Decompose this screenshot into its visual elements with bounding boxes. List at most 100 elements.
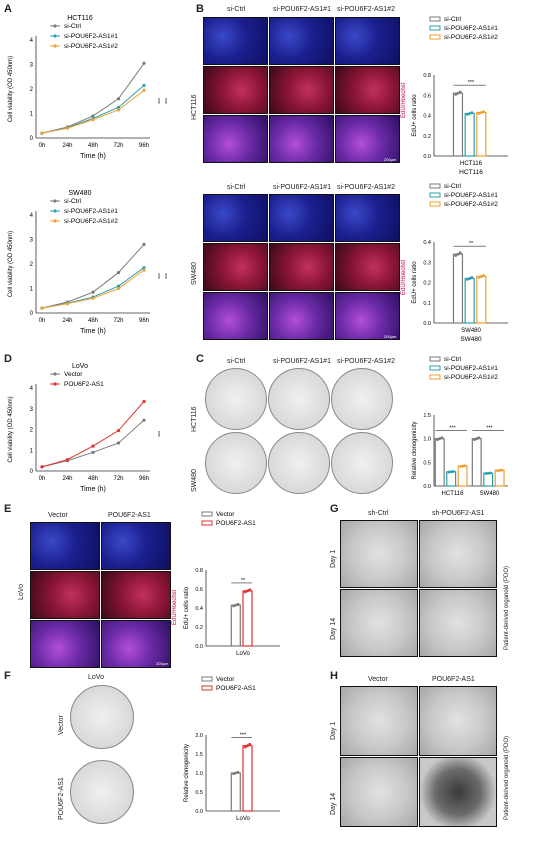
bar-chart-clonogenicity-si: si-Ctrl si-POU6F2-AS1#1 si-POU6F2-AS1#2 0.0…	[412, 356, 508, 497]
bar	[476, 275, 487, 324]
edu-image	[335, 292, 400, 340]
organoid-image	[340, 757, 418, 827]
bar-dot	[477, 111, 481, 115]
panel-label-e: E	[4, 503, 12, 515]
edu-image	[335, 115, 400, 163]
edu-image	[335, 243, 400, 291]
data-point	[116, 284, 121, 288]
legend-swatch	[429, 34, 441, 40]
y-tick-label: 0	[30, 136, 34, 142]
edu-image	[101, 571, 171, 619]
legend-swatch	[429, 356, 441, 362]
chart-title: LoVo	[72, 363, 88, 370]
y-axis-label: Relative clonogenicity	[184, 744, 190, 802]
panel-label-a: A	[4, 3, 12, 15]
series-line	[41, 84, 145, 134]
bar-dot	[479, 275, 483, 278]
h-row-day1: Day 1	[330, 721, 337, 740]
scale-bar-label-3: 200µm	[156, 661, 169, 666]
data-point	[142, 418, 146, 422]
significance-label: ***	[154, 273, 160, 279]
x-tick-label: 24h	[62, 476, 72, 482]
legend-marker	[53, 219, 57, 223]
bar-dot	[484, 472, 488, 475]
x-tick-label: 24h	[62, 143, 72, 149]
g-col-sh-ctrl: sh-Ctrl	[368, 510, 389, 517]
y-tick-label: 3	[30, 238, 34, 244]
bar-dot	[246, 744, 249, 748]
legend-swatch	[201, 685, 213, 691]
bar-dot	[454, 254, 458, 257]
legend-swatch	[429, 365, 441, 371]
y-tick-label: 3	[30, 63, 34, 69]
y-tick-label: 0.3	[423, 260, 431, 266]
g-pdo-label: Patient-derived organoid (PDO)	[504, 565, 510, 650]
h-col-pou: POU6F2-AS1	[432, 676, 475, 683]
bar-dot	[234, 771, 238, 775]
legend-label: si-POU6F2-AS1#2	[64, 43, 118, 50]
x-tick-label: LoVo	[236, 816, 250, 822]
bar-dot	[234, 603, 238, 607]
f-title: LoVo	[88, 674, 104, 681]
b-side-label-1: EdU/Hoechst	[401, 82, 407, 118]
bar-dot	[496, 469, 499, 473]
edu-image	[203, 17, 268, 65]
edu-image	[269, 17, 334, 65]
colony-dish	[70, 685, 134, 749]
bar	[476, 111, 487, 157]
organoid-image	[419, 686, 497, 756]
scale-bar-label-2: 200µm	[384, 334, 397, 339]
legend-marker	[53, 24, 57, 28]
c-col-si-ctrl: si-Ctrl	[227, 358, 246, 365]
y-tick-label: 1.0	[423, 437, 431, 443]
significance-label: ***	[161, 273, 167, 279]
bar-dot	[248, 588, 252, 592]
panel-label-h: H	[330, 670, 338, 682]
x-tick-label: 72h	[113, 318, 123, 324]
h-pdo-label: Patient-derived organoid (PDO)	[504, 735, 510, 820]
legend-marker	[53, 44, 57, 48]
colony-dish	[331, 368, 393, 430]
b2-col-si-ctrl: si-Ctrl	[227, 184, 246, 191]
edu-image	[269, 243, 334, 291]
bar-dot	[458, 251, 462, 255]
x-axis-label: Time (h)	[80, 486, 106, 493]
data-point	[142, 399, 146, 404]
legend-marker	[53, 34, 57, 38]
legend-label: si-Ctrl	[444, 183, 462, 190]
x-axis-label: Time (h)	[80, 153, 106, 160]
data-point	[91, 296, 95, 300]
colony-dish	[268, 432, 330, 494]
y-axis-label: Relative clonogenicity	[412, 421, 418, 479]
data-point	[40, 465, 44, 469]
edu-image	[203, 115, 268, 163]
y-tick-label: 0.1	[423, 301, 431, 307]
organoid-image	[419, 520, 497, 588]
legend-label: POU6F2-AS1	[64, 381, 104, 388]
organoid-image	[419, 757, 497, 827]
y-tick-label: 2.0	[195, 733, 203, 739]
chart-title: HCT116	[67, 15, 93, 22]
edu-image	[269, 292, 334, 340]
bar-dot	[475, 437, 479, 441]
edu-image	[30, 571, 100, 619]
bar-dot	[488, 471, 492, 475]
y-tick-label: 1.0	[195, 771, 203, 777]
g-row-day14: Day 14	[330, 617, 337, 640]
legend-swatch	[201, 511, 213, 517]
significance-label: ***	[240, 733, 247, 739]
edu-image	[30, 620, 100, 668]
b2-col-si-2: si-POU6F2-AS1#2	[337, 184, 395, 191]
y-tick-label: 0.5	[423, 460, 431, 466]
y-tick-label: 0.4	[195, 606, 203, 612]
b2-col-si-1: si-POU6F2-AS1#1	[273, 184, 331, 191]
bar	[457, 465, 468, 487]
data-point	[142, 61, 146, 65]
legend-marker	[53, 372, 57, 376]
edu-image	[269, 194, 334, 242]
y-tick-label: 0.0	[195, 644, 203, 650]
x-tick-label: 96h	[139, 318, 149, 324]
edu-image	[30, 522, 100, 570]
bar-chart-clonogenicity-lovo: Vector POU6F2-AS1 0.0 0.5 1.0 1.5 2.0 Relative …	[184, 676, 280, 822]
colony-dish	[205, 432, 267, 494]
